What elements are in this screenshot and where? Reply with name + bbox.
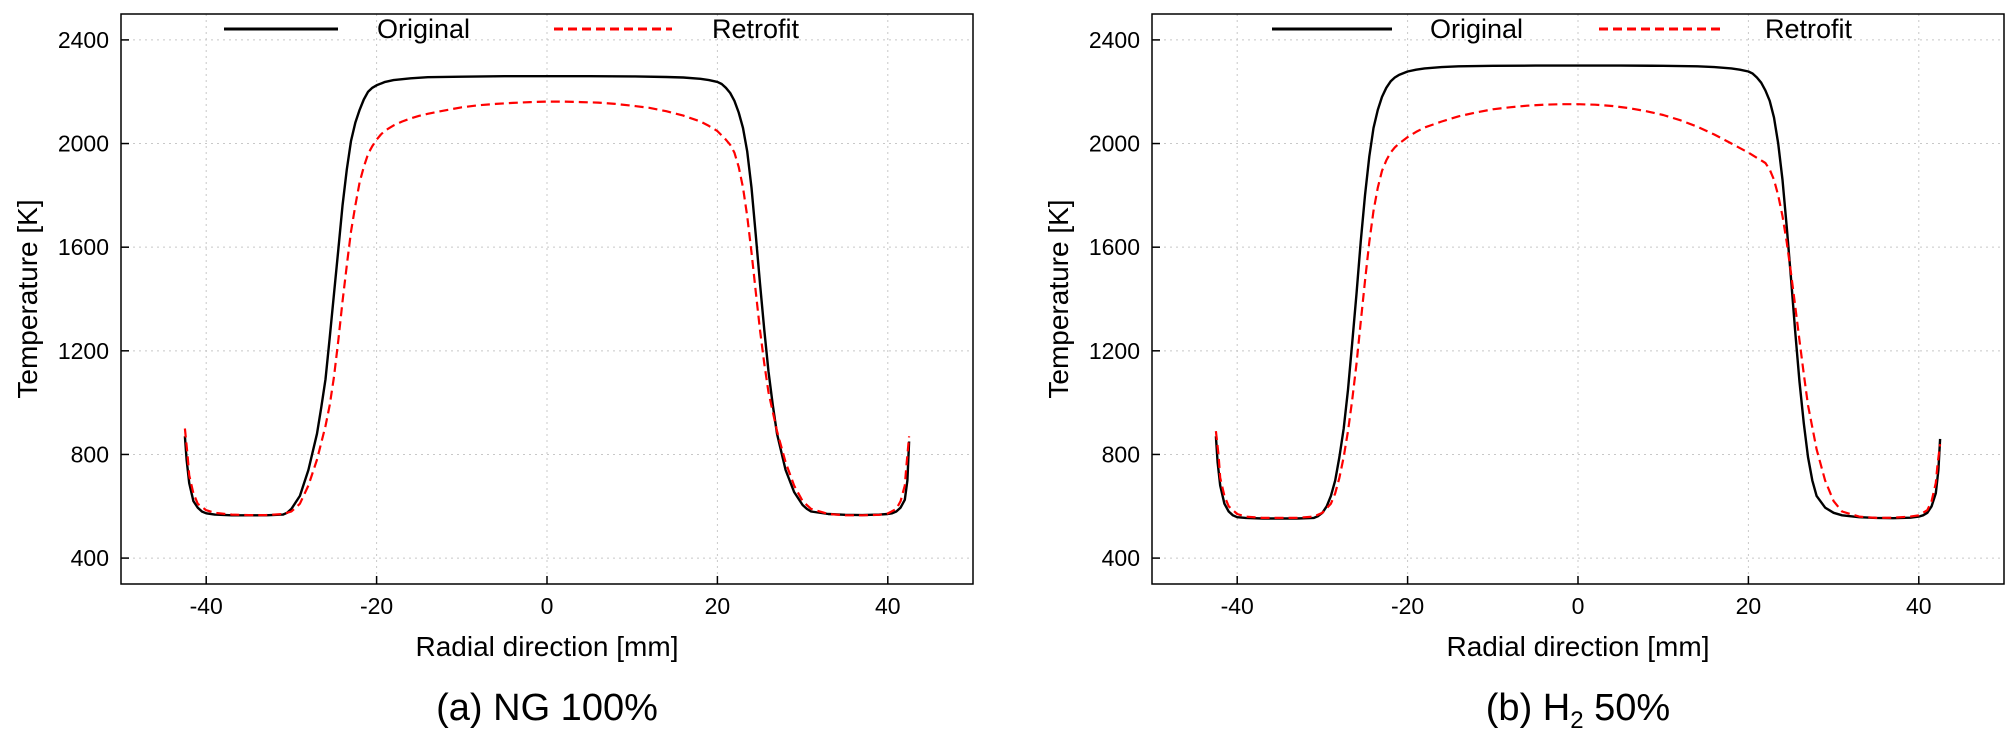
legend-label-retrofit: Retrofit [712,14,800,44]
grid-b [1152,14,2004,584]
series-group-b [1214,64,1942,520]
ticks-b [1152,39,1920,584]
chart-panel-a: -40 -20 0 20 40 400 800 1200 1600 2000 2400 Origi… [12,13,974,729]
y-axis-title: Temperature [K] [12,199,43,398]
legend-label-retrofit: Retrofit [1765,14,1853,44]
x-tick-label: 20 [705,593,731,619]
y-tick-labels-b: 400 800 1200 1600 2000 2400 [1089,27,1140,571]
y-tick-label: 1200 [58,338,109,364]
legend-label-original: Original [377,14,470,44]
series-line-original [183,75,911,517]
x-axis-title: Radial direction [mm] [1447,631,1710,662]
legend-a: Original Retrofit [224,14,800,44]
series-line-retrofit [1214,103,1942,519]
x-tick-label: -20 [1391,593,1424,619]
y-axis-title: Temperature [K] [1043,199,1074,398]
x-tick-label: 40 [875,593,901,619]
y-tick-label: 400 [71,545,109,571]
y-tick-label: 2400 [1089,27,1140,53]
x-tick-labels-a: -40 -20 0 20 40 [190,593,901,619]
series-line-original [1214,64,1942,520]
x-tick-label: -20 [360,593,393,619]
series-group-a [183,75,911,517]
x-tick-labels-b: -40 -20 0 20 40 [1221,593,1932,619]
x-tick-label: 0 [1572,593,1585,619]
series-line-retrofit [183,100,911,517]
panel-caption-a: (a) NG 100% [436,687,658,729]
x-tick-label: 40 [1906,593,1932,619]
y-tick-label: 400 [1102,545,1140,571]
chart-panel-b: -40 -20 0 20 40 400 800 1200 1600 2000 2400 Origi… [1043,13,2005,734]
legend-b: Original Retrofit [1272,14,1853,44]
y-tick-label: 1200 [1089,338,1140,364]
y-tick-labels-a: 400 800 1200 1600 2000 2400 [58,27,109,571]
x-tick-label: -40 [1221,593,1254,619]
ticks-a [121,39,889,584]
grid-a [121,14,973,584]
panel-caption-b: (b) H2 50% [1486,687,1670,734]
y-tick-label: 1600 [1089,234,1140,260]
x-tick-label: 0 [541,593,554,619]
y-tick-label: 2000 [58,131,109,157]
x-tick-label: -40 [190,593,223,619]
y-tick-label: 800 [71,441,109,467]
y-tick-label: 1600 [58,234,109,260]
y-tick-label: 2000 [1089,131,1140,157]
x-axis-title: Radial direction [mm] [416,631,679,662]
x-tick-label: 20 [1736,593,1762,619]
legend-label-original: Original [1430,14,1523,44]
y-tick-label: 800 [1102,441,1140,467]
y-tick-label: 2400 [58,27,109,53]
